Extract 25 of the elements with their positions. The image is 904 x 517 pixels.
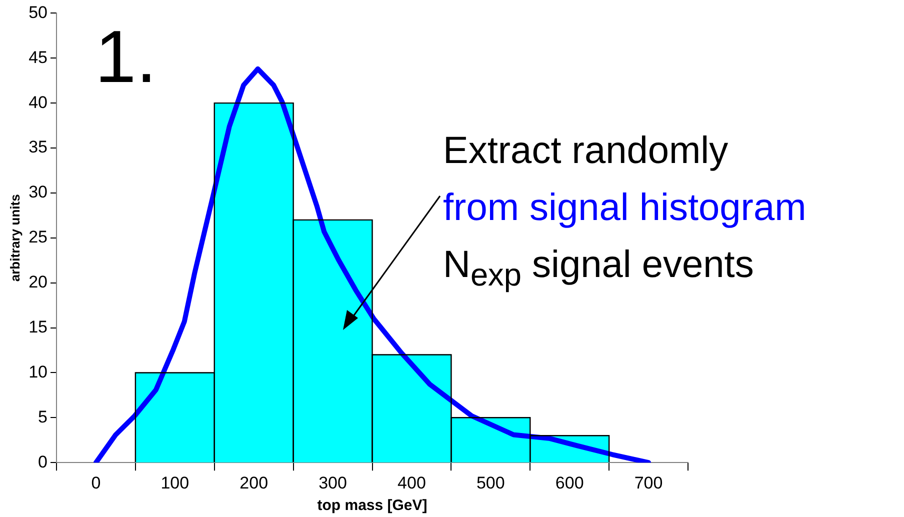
x-axis-title: top mass [GeV] <box>317 497 428 514</box>
x-tick-label: 400 <box>398 473 426 492</box>
y-tick-label: 50 <box>28 2 48 22</box>
y-tick-label: 25 <box>28 228 48 247</box>
annotation: Extract randomly <box>443 130 728 172</box>
x-tick-label: 300 <box>318 473 347 492</box>
y-tick-label: 5 <box>38 407 48 426</box>
y-tick-label: 40 <box>28 92 48 112</box>
annotation: 1. <box>95 15 157 98</box>
y-tick-label: 0 <box>38 452 48 472</box>
y-tick-label: 20 <box>28 272 48 292</box>
y-tick-label: 30 <box>28 182 48 202</box>
x-tick-label: 700 <box>634 473 663 492</box>
y-tick-label: 15 <box>28 317 48 336</box>
x-tick-label: 600 <box>555 473 584 492</box>
y-tick-label: 35 <box>28 138 48 157</box>
y-axis-title: arbitrary units <box>7 194 22 282</box>
y-tick-label: 45 <box>28 48 48 67</box>
x-tick-label: 500 <box>476 473 505 492</box>
x-tick-label: 100 <box>160 473 190 492</box>
x-tick-label: 0 <box>91 473 101 492</box>
x-tick-label: 200 <box>240 473 268 492</box>
y-tick-label: 10 <box>28 362 48 382</box>
annotation: from signal histogram <box>443 187 806 229</box>
annotation: N$_{exp}$ signal events <box>443 244 754 293</box>
